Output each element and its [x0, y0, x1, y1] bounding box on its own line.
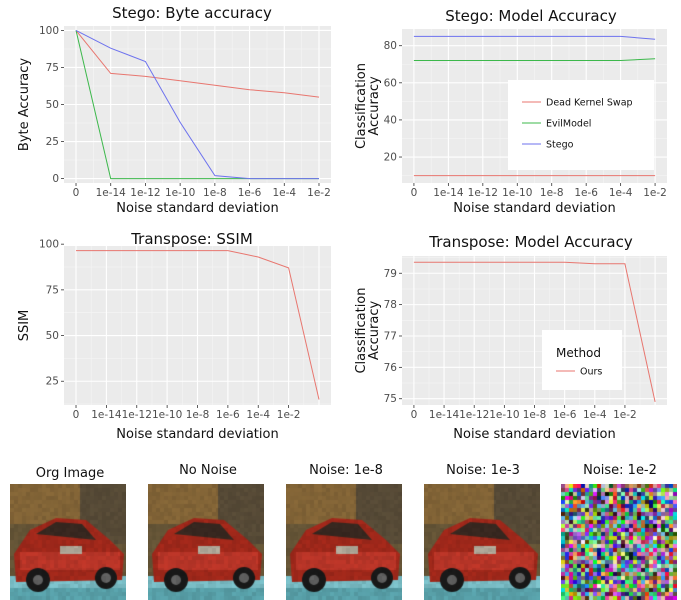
x-tick-label: 1e-14 [91, 409, 122, 421]
x-tick-label: 1e-4 [272, 187, 296, 199]
y-tick-label: 77 [384, 330, 397, 342]
car-image [148, 484, 264, 600]
x-tick-label: 1e-14 [429, 409, 460, 421]
x-tick-label: 1e-12 [130, 187, 160, 199]
x-tick-label: 1e-10 [165, 187, 195, 199]
legend-label: EvilModel [546, 119, 591, 130]
chart-transpose-ssim: 25 50 75 100 0 1e-14 1e-12 1e-10 1e-8 1e-6 1e-4 1e-… [17, 230, 331, 442]
x-tick-label: 1e-6 [574, 187, 598, 199]
x-tick-label: 1e-2 [277, 409, 301, 421]
legend-label: Dead Kernel Swap [546, 98, 633, 109]
image-title: Noise: 1e-2 [583, 463, 657, 478]
y-tick-label: 25 [46, 376, 59, 388]
y-tick-label: 60 [384, 77, 397, 89]
x-tick-label: 1e-14 [433, 187, 464, 199]
x-tick-label: 1e-12 [468, 187, 498, 199]
chart-title: Transpose: Model Accuracy [428, 233, 633, 251]
x-tick-label: 0 [411, 409, 418, 421]
x-axis-label: Noise standard deviation [116, 201, 278, 216]
y-axis-label: ClassificationAccuracy [354, 63, 382, 149]
y-tick-label: 75 [384, 393, 397, 405]
noisy-image [561, 484, 677, 600]
x-axis-label: Noise standard deviation [453, 201, 615, 216]
y-tick-label: 100 [39, 25, 59, 37]
y-tick-label: 50 [46, 330, 59, 342]
series-line-ours [413, 261, 656, 403]
x-tick-label: 1e-8 [203, 187, 227, 199]
x-tick-label: 1e-10 [502, 187, 532, 199]
y-axis-label-line: Accuracy [367, 301, 382, 361]
y-tick-label: 76 [384, 362, 398, 374]
legend-box [508, 80, 654, 170]
y-axis-label-line: Classification [354, 287, 369, 373]
car-image [424, 484, 540, 600]
y-tick-label: 20 [384, 152, 397, 164]
x-tick-label: 0 [73, 409, 80, 421]
image-title: Noise: 1e-3 [446, 463, 520, 478]
chart-transpose-model-accuracy: 75 76 77 78 79 0 1e-14 1e-12 1e-10 1e-8 1e-6 1e-4 1e… [354, 233, 667, 442]
legend: Method Ours [542, 330, 622, 390]
x-tick-label: 1e-6 [238, 187, 262, 199]
chart-stego-byte-accuracy: 0 25 50 75 100 0 1e-14 1e-12 1e-10 1e-8 1e-6 1e-4 1e… [17, 4, 331, 216]
chart-title: Transpose: SSIM [130, 230, 253, 248]
series-line-ours [76, 250, 320, 400]
x-tick-label: 1e-6 [553, 409, 577, 421]
x-tick-label: 1e-6 [216, 409, 240, 421]
x-axis-label: Noise standard deviation [116, 427, 278, 442]
x-tick-label: 1e-8 [186, 409, 210, 421]
x-axis-label: Noise standard deviation [453, 427, 615, 442]
y-tick-label: 40 [384, 114, 397, 126]
y-tick-label: 100 [39, 239, 59, 251]
legend-label: Stego [546, 140, 574, 151]
car-image [10, 484, 126, 600]
x-tick-label: 1e-4 [246, 409, 270, 421]
x-tick-label: 1e-12 [122, 409, 152, 421]
y-tick-label: 75 [46, 284, 59, 296]
x-tick-label: 1e-2 [613, 409, 637, 421]
x-tick-label: 0 [73, 187, 80, 199]
legend: Dead Kernel Swap EvilModel Stego [508, 80, 654, 170]
series-line-dead-kernel-swap [75, 30, 320, 98]
series-line-stego [75, 29, 319, 180]
x-tick-label: 1e-8 [540, 187, 564, 199]
x-tick-label: 1e-2 [643, 187, 667, 199]
y-axis-label: SSIM [17, 310, 32, 342]
series-line-evilmodel [413, 58, 656, 61]
car-image [286, 484, 402, 600]
chart-title: Stego: Model Accuracy [445, 7, 617, 25]
x-tick-label: 1e-14 [96, 187, 127, 199]
y-axis-label: ClassificationAccuracy [354, 287, 382, 373]
x-tick-label: 1e-12 [459, 409, 489, 421]
image-title: No Noise [179, 463, 237, 478]
y-tick-label: 78 [384, 299, 397, 311]
x-tick-label: 1e-4 [583, 409, 607, 421]
x-tick-label: 1e-4 [609, 187, 633, 199]
legend-label: Ours [580, 367, 602, 378]
y-tick-label: 80 [384, 40, 397, 52]
y-axis-label-line: Classification [354, 63, 369, 149]
series-line-stego [413, 35, 656, 40]
chart-stego-model-accuracy: 20 40 60 80 0 1e-14 1e-12 1e-10 1e-8 1e-6 1e-4 1e-2… [354, 7, 667, 216]
y-tick-label: 0 [52, 173, 59, 185]
y-tick-label: 79 [384, 268, 397, 280]
y-tick-label: 75 [46, 62, 59, 74]
legend-title: Method [556, 346, 601, 360]
x-tick-label: 0 [411, 187, 418, 199]
y-axis-label: Byte Accuracy [17, 58, 32, 151]
x-tick-label: 1e-10 [489, 409, 519, 421]
y-tick-label: 25 [46, 136, 59, 148]
y-axis-label-line: Accuracy [367, 76, 382, 136]
x-tick-label: 1e-10 [152, 409, 182, 421]
image-title: Noise: 1e-8 [309, 463, 383, 478]
chart-title: Stego: Byte accuracy [112, 4, 272, 22]
x-tick-label: 1e-8 [523, 409, 547, 421]
x-tick-label: 1e-2 [307, 187, 331, 199]
y-tick-label: 50 [46, 99, 59, 111]
legend-box [542, 330, 622, 390]
image-title: Org Image [35, 466, 105, 481]
